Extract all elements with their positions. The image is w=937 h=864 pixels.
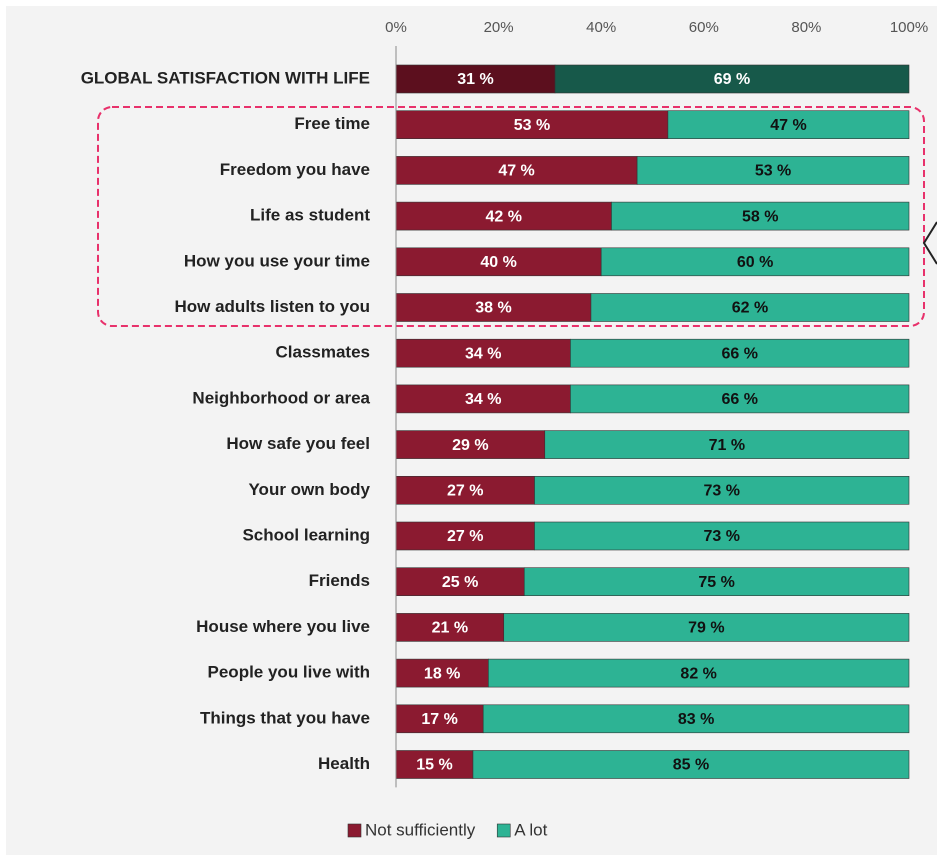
bar-segment	[600, 247, 910, 277]
value-label: 85 %	[673, 757, 709, 774]
bar-segment	[570, 338, 910, 368]
value-label: 27 %	[447, 483, 483, 500]
bar-segment	[534, 521, 910, 551]
legend-swatch	[496, 823, 511, 838]
category-label: Classmates	[275, 343, 370, 362]
value-label: 47 %	[498, 163, 534, 180]
value-label: 27 %	[447, 528, 483, 545]
category-label: People you live with	[208, 663, 370, 682]
category-label: Your own body	[248, 480, 370, 499]
category-label: Life as student	[250, 206, 370, 225]
category-label: School learning	[242, 525, 370, 544]
category-label: Health	[318, 754, 370, 773]
value-label: 40 %	[480, 254, 516, 271]
category-label: House where you live	[196, 617, 370, 636]
x-tick-label: 0%	[385, 19, 407, 36]
bar-segment	[395, 613, 505, 642]
value-label: 21 %	[432, 620, 468, 637]
value-label: 82 %	[680, 665, 716, 682]
value-label: 29 %	[452, 437, 488, 454]
highlight-box	[97, 106, 925, 327]
category-label: How adults listen to you	[174, 297, 370, 316]
x-tick-label: 20%	[484, 19, 514, 36]
bar-segment	[554, 64, 910, 94]
bar-segment	[482, 704, 910, 734]
x-tick-label: 60%	[689, 19, 719, 36]
bar-segment	[395, 110, 669, 139]
legend-label: A lot	[514, 820, 547, 839]
bar-segment	[395, 750, 474, 779]
category-label: Neighborhood or area	[192, 388, 370, 407]
bar-segment	[395, 384, 571, 414]
value-label: 15 %	[416, 757, 452, 774]
category-label: How safe you feel	[226, 434, 370, 453]
value-label: 66 %	[721, 391, 757, 408]
bar-segment	[667, 110, 910, 139]
bar-segment	[395, 430, 546, 459]
bar-segment	[611, 201, 910, 231]
value-label: 34 %	[465, 345, 501, 362]
value-label: 60 %	[737, 254, 773, 271]
bar-segment	[544, 430, 910, 459]
value-label: 31 %	[457, 71, 493, 88]
value-label: 58 %	[742, 208, 778, 225]
bar-segment	[590, 293, 910, 322]
value-label: 83 %	[678, 711, 714, 728]
category-label: GLOBAL SATISFACTION WITH LIFE	[81, 68, 370, 87]
value-label: 53 %	[755, 163, 791, 180]
category-label: Freedom you have	[220, 160, 370, 179]
value-label: 18 %	[424, 665, 460, 682]
bar-segment	[395, 293, 592, 322]
bar-segment	[570, 384, 910, 414]
value-label: 62 %	[732, 300, 768, 317]
value-label: 53 %	[514, 117, 550, 134]
value-label: 34 %	[465, 391, 501, 408]
value-label: 17 %	[421, 711, 457, 728]
bar-segment	[395, 567, 525, 597]
category-label: How you use your time	[184, 251, 370, 270]
x-tick-label: 100%	[890, 19, 928, 36]
bar-segment	[488, 658, 910, 688]
bar-segment	[395, 338, 571, 368]
value-label: 25 %	[442, 574, 478, 591]
category-label: Free time	[294, 114, 370, 133]
bar-segment	[534, 475, 910, 505]
value-label: 73 %	[704, 483, 740, 500]
value-label: 38 %	[475, 300, 511, 317]
value-label: 75 %	[698, 574, 734, 591]
callout-pointer	[922, 221, 937, 265]
value-label: 66 %	[721, 345, 757, 362]
x-tick-label: 40%	[586, 19, 616, 36]
category-label: Friends	[309, 571, 370, 590]
x-tick-label: 80%	[791, 19, 821, 36]
bar-segment	[523, 567, 910, 597]
bar-segment	[395, 475, 535, 505]
bar-segment	[503, 613, 910, 642]
bar-segment	[395, 64, 556, 94]
legend-label: Not sufficiently	[365, 820, 476, 839]
value-label: 71 %	[709, 437, 745, 454]
value-label: 42 %	[485, 208, 521, 225]
value-label: 73 %	[704, 528, 740, 545]
category-label: Things that you have	[200, 708, 370, 727]
value-label: 79 %	[688, 620, 724, 637]
value-label: 69 %	[714, 71, 750, 88]
bar-segment	[395, 658, 489, 688]
bar-segment	[395, 247, 602, 277]
legend-swatch	[347, 823, 362, 838]
bar-segment	[636, 156, 910, 185]
value-label: 47 %	[770, 117, 806, 134]
bar-segment	[472, 750, 910, 779]
bar-segment	[395, 521, 535, 551]
bar-segment	[395, 704, 484, 734]
